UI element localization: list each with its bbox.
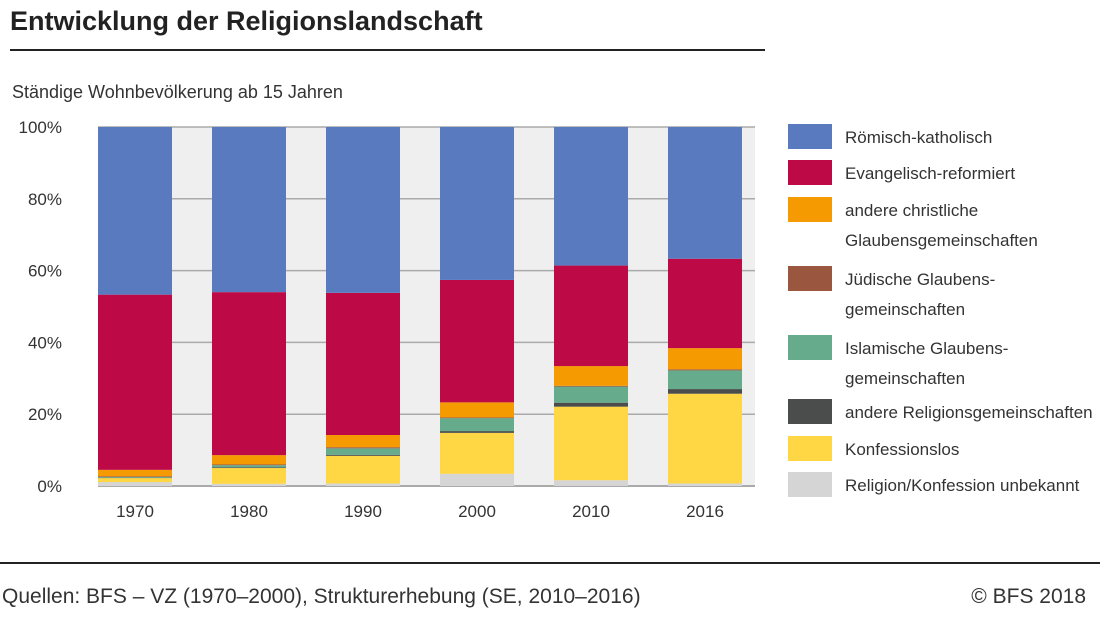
bar-segment <box>326 448 400 455</box>
plot-background <box>98 127 755 486</box>
bar-segment <box>668 127 742 259</box>
bar-segment <box>668 369 742 371</box>
bar-segment <box>326 435 400 448</box>
source-note: Quellen: BFS – VZ (1970–2000), Strukture… <box>2 585 641 608</box>
legend-swatch <box>788 335 832 360</box>
bar-segment <box>212 127 286 293</box>
bar-segment <box>212 455 286 465</box>
bar-segment <box>554 127 628 266</box>
bar-segment <box>440 431 514 433</box>
bar-segment <box>440 417 514 419</box>
y-tick-label: 20% <box>28 405 62 424</box>
chart-title: Entwicklung der Religionslandschaft <box>10 6 483 36</box>
x-tick-label: 1980 <box>230 502 268 521</box>
legend-label: Islamische Glaubens- <box>845 339 1008 358</box>
y-tick-label: 100% <box>19 118 62 137</box>
legend-label: gemeinschaften <box>845 369 965 388</box>
bar-segment <box>554 406 628 481</box>
legend-swatch <box>788 266 832 291</box>
bar-segment <box>554 265 628 367</box>
bar-segment <box>98 127 172 295</box>
bar-segment <box>98 482 172 486</box>
bar-segment <box>326 454 400 456</box>
bar-segment <box>440 127 514 280</box>
bar-segment <box>98 469 172 477</box>
bar-segment <box>668 258 742 349</box>
bar-segment <box>326 447 400 449</box>
bar-segment <box>212 465 286 468</box>
bar-segment <box>326 127 400 293</box>
legend-label: andere Religionsgemeinschaften <box>845 403 1093 422</box>
y-tick-label: 40% <box>28 333 62 352</box>
legend-label: Evangelisch-reformiert <box>845 164 1015 183</box>
bar-segment <box>98 476 172 478</box>
bar-segment <box>440 402 514 418</box>
bar-segment <box>440 418 514 432</box>
y-tick-label: 80% <box>28 190 62 209</box>
bar-segment <box>212 292 286 456</box>
legend-label: andere christliche <box>845 201 978 220</box>
legend-swatch <box>788 472 832 497</box>
legend-label: Römisch-katholisch <box>845 128 992 147</box>
bar-segment <box>440 432 514 474</box>
legend-swatch <box>788 399 832 424</box>
legend-swatch <box>788 160 832 185</box>
x-tick-label: 2000 <box>458 502 496 521</box>
y-tick-label: 0% <box>37 477 62 496</box>
bar-segment <box>554 385 628 387</box>
bar-segment <box>212 464 286 466</box>
legend-label: gemeinschaften <box>845 300 965 319</box>
bar-segment <box>212 483 286 486</box>
title-divider <box>10 49 765 51</box>
bar-segment <box>554 366 628 386</box>
bar-segment <box>98 477 172 478</box>
bar-segment <box>554 386 628 403</box>
x-tick-label: 1990 <box>344 502 382 521</box>
x-tick-label: 2016 <box>686 502 724 521</box>
chart-subtitle: Ständige Wohnbevölkerung ab 15 Jahren <box>12 82 343 102</box>
bar-segment <box>668 348 742 370</box>
bar-segment <box>554 480 628 486</box>
bar-segment <box>668 393 742 484</box>
bar-segment <box>326 292 400 436</box>
legend-swatch <box>788 436 832 461</box>
footer-divider <box>0 562 1100 564</box>
y-tick-label: 60% <box>28 262 62 281</box>
bar-segment <box>98 478 172 483</box>
bar-segment <box>668 370 742 390</box>
bar-segment <box>212 467 286 469</box>
bar-segment <box>668 389 742 394</box>
bar-segment <box>98 294 172 470</box>
bar-segment <box>326 455 400 484</box>
bar-segment <box>212 468 286 484</box>
bar-segment <box>554 402 628 407</box>
copyright: © BFS 2018 <box>971 585 1086 608</box>
x-tick-label: 2010 <box>572 502 610 521</box>
legend-label: Jüdische Glaubens- <box>845 270 995 289</box>
bar-segment <box>440 473 514 486</box>
bar-segment <box>668 483 742 486</box>
legend-label: Glaubensgemeinschaften <box>845 231 1038 250</box>
legend-swatch <box>788 124 832 149</box>
bar-segment <box>326 483 400 486</box>
legend-label: Konfessionslos <box>845 440 959 459</box>
legend-label: Religion/Konfession unbekannt <box>845 476 1080 495</box>
bar-segment <box>440 279 514 403</box>
legend-swatch <box>788 197 832 222</box>
x-tick-label: 1970 <box>116 502 154 521</box>
